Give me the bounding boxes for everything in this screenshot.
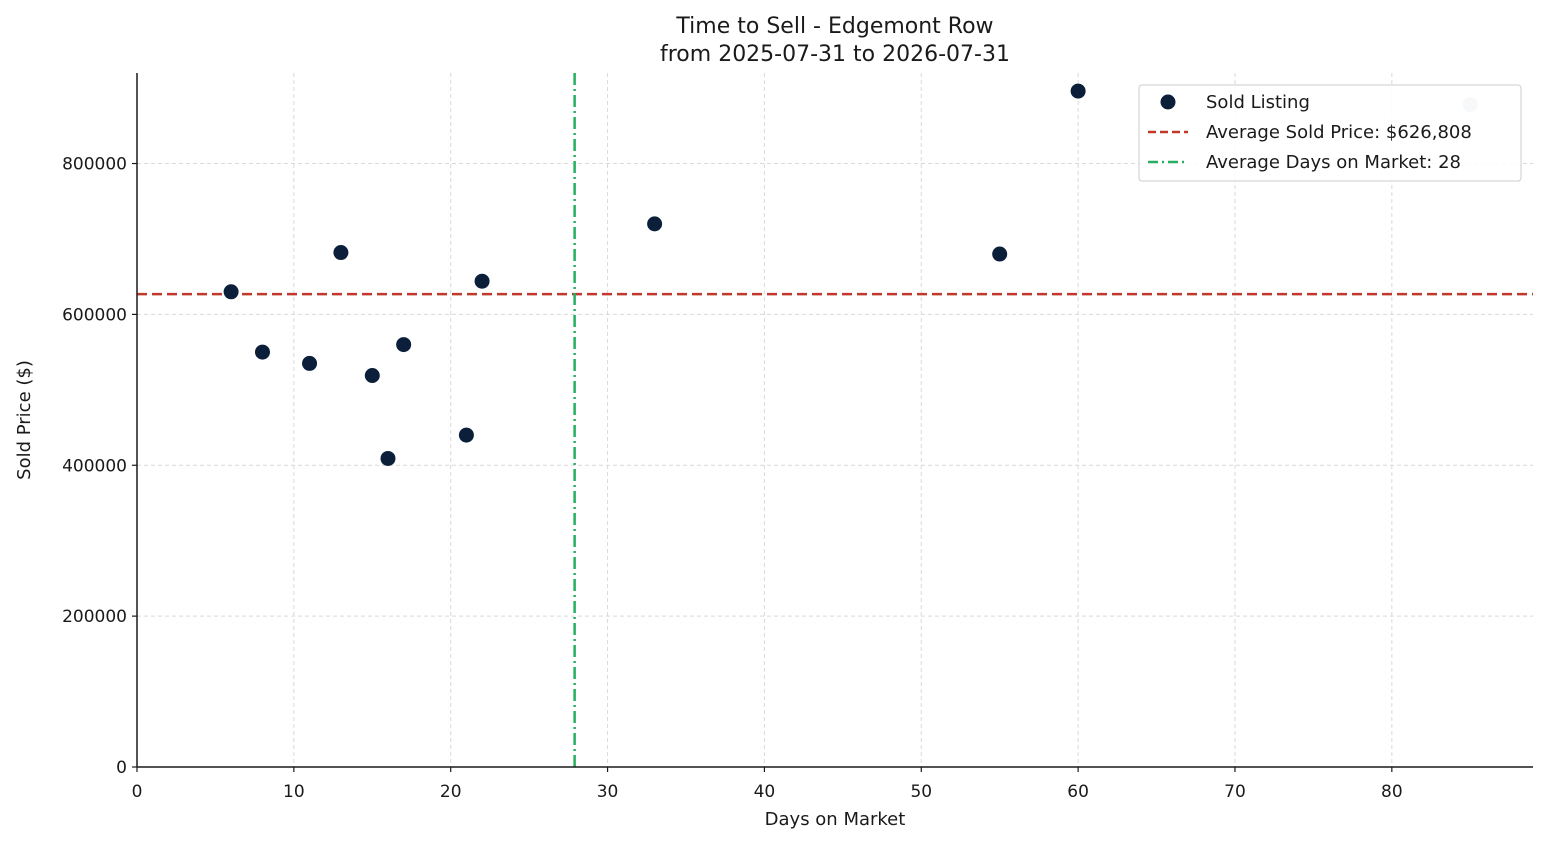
x-tick-label: 80 bbox=[1381, 782, 1403, 802]
y-tick-label: 600000 bbox=[62, 305, 127, 325]
x-axis-label: Days on Market bbox=[765, 809, 906, 830]
chart-subtitle: from 2025-07-31 to 2026-07-31 bbox=[660, 42, 1010, 67]
data-point bbox=[396, 337, 412, 353]
y-tick-label: 200000 bbox=[62, 607, 127, 627]
legend-label-average-days: Average Days on Market: 28 bbox=[1206, 152, 1461, 173]
data-point bbox=[992, 246, 1008, 262]
data-points bbox=[223, 83, 1478, 466]
x-tick-label: 10 bbox=[283, 782, 305, 802]
legend: Sold Listing Average Sold Price: $626,80… bbox=[1138, 84, 1522, 182]
data-point bbox=[333, 245, 349, 261]
data-point bbox=[254, 344, 270, 360]
legend-label-sold-listing: Sold Listing bbox=[1206, 92, 1310, 113]
x-tick-label: 40 bbox=[754, 782, 776, 802]
y-tick-label: 400000 bbox=[62, 456, 127, 476]
x-tick-label: 30 bbox=[597, 782, 619, 802]
data-point bbox=[458, 427, 474, 443]
chart-title: Time to Sell - Edgemont Row bbox=[675, 14, 993, 39]
data-point bbox=[474, 273, 490, 289]
data-point bbox=[364, 367, 380, 383]
data-point bbox=[380, 450, 396, 466]
data-point bbox=[223, 284, 239, 300]
y-tick-label: 0 bbox=[116, 758, 127, 778]
legend-marker-sold-listing bbox=[1160, 94, 1176, 110]
y-axis-label: Sold Price ($) bbox=[14, 360, 35, 480]
legend-label-average-price: Average Sold Price: $626,808 bbox=[1206, 122, 1472, 143]
x-tick-label: 50 bbox=[910, 782, 932, 802]
axis-ticks: 0 10 20 30 40 50 60 70 80 0 200000 400000 600000 8000… bbox=[62, 155, 1403, 802]
x-tick-label: 70 bbox=[1224, 782, 1246, 802]
data-point bbox=[302, 355, 318, 371]
legend-frame bbox=[1138, 84, 1522, 182]
x-tick-label: 20 bbox=[440, 782, 462, 802]
reference-lines bbox=[137, 73, 1533, 767]
data-point bbox=[647, 216, 663, 232]
x-tick-label: 0 bbox=[132, 782, 143, 802]
y-tick-label: 800000 bbox=[62, 155, 127, 175]
data-point bbox=[1070, 83, 1086, 99]
x-tick-label: 60 bbox=[1067, 782, 1089, 802]
